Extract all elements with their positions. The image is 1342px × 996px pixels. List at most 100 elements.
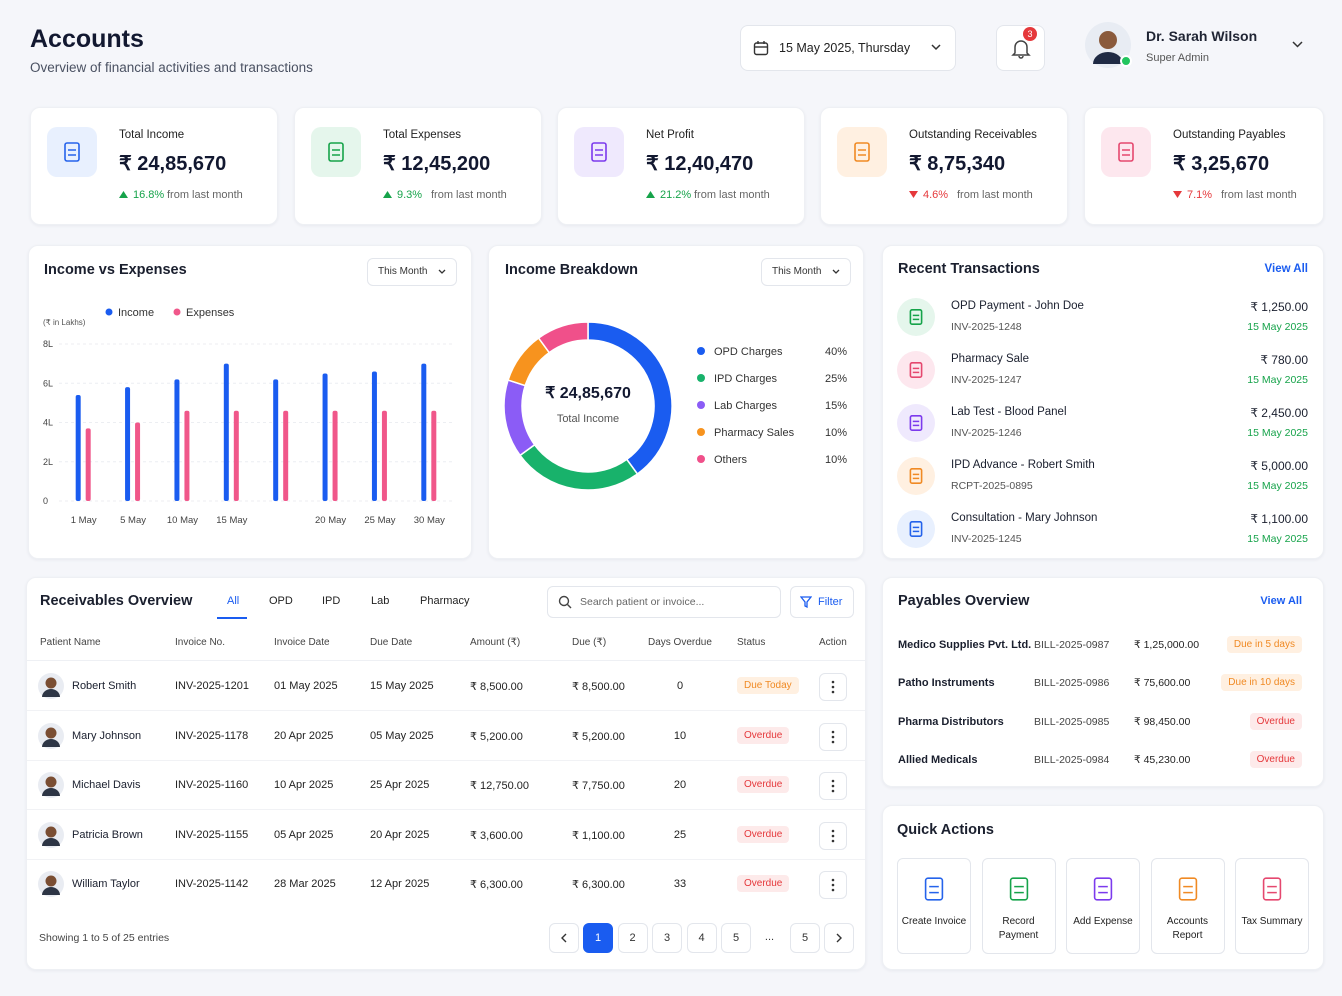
tab[interactable]: IPD xyxy=(322,595,341,607)
page-button[interactable]: 2 xyxy=(617,923,648,953)
dot xyxy=(831,680,835,684)
page-button[interactable]: 5 xyxy=(721,923,751,953)
page-button[interactable]: 4 xyxy=(686,923,717,953)
action-button[interactable] xyxy=(819,821,847,850)
column-header: Invoice No. xyxy=(175,637,226,648)
tab[interactable]: All xyxy=(227,595,240,607)
legend-label: Lab Charges xyxy=(714,400,777,412)
view-all-link[interactable]: View All xyxy=(1260,595,1302,607)
bill-amount: ₹ 75,600.00 xyxy=(1134,677,1191,690)
value-label: 10% xyxy=(825,454,847,466)
notification-button[interactable]: 3 xyxy=(996,25,1045,71)
bar xyxy=(381,410,387,501)
transaction-title: Lab Test - Blood Panel xyxy=(951,406,1067,418)
x-tick-label: 25 May xyxy=(364,515,395,526)
page-subtitle: Overview of financial activities and tra… xyxy=(30,60,313,75)
search-box[interactable]: Search patient or invoice... xyxy=(547,586,781,618)
kpi-card: Outstanding Receivables ₹ 8,75,340 4.6% fro… xyxy=(820,107,1068,225)
filter-text: This Month xyxy=(772,266,822,277)
avatar-body xyxy=(42,887,60,895)
patient-name: Michael Davis xyxy=(72,779,141,791)
x-tick-label: 5 May xyxy=(120,515,146,526)
page-button[interactable]: ... xyxy=(764,931,775,943)
avatar-body xyxy=(42,837,60,846)
next-icon xyxy=(836,933,842,943)
transaction-icon xyxy=(897,351,935,389)
action-button[interactable] xyxy=(819,871,847,899)
date-picker[interactable]: 15 May 2025, Thursday xyxy=(740,25,956,71)
chart-title: Income vs Expenses xyxy=(44,262,187,278)
transaction-date: 15 May 2025 xyxy=(1247,427,1308,439)
user-menu-chevron[interactable] xyxy=(1292,41,1303,49)
page-button[interactable]: 5 xyxy=(790,923,820,953)
dots-icon xyxy=(831,680,835,694)
legend-swatch xyxy=(697,428,705,436)
value-label: 10% xyxy=(825,427,847,439)
icon-doc xyxy=(1262,877,1282,901)
kpi-value: ₹ 24,85,670 xyxy=(119,153,227,175)
status-badge: Overdue xyxy=(737,825,790,843)
action-button[interactable] xyxy=(819,673,847,701)
view-all-link[interactable]: View All xyxy=(1264,263,1308,275)
days-overdue: 25 xyxy=(673,828,687,841)
vendor-name: Pharma Distributors xyxy=(898,715,1004,728)
kpi-value: ₹ 3,25,670 xyxy=(1173,153,1270,175)
cell: INV-2025-1201 xyxy=(175,680,249,692)
transaction-date: 15 May 2025 xyxy=(1247,480,1308,492)
icon-doc xyxy=(64,142,80,162)
page-button[interactable]: 3 xyxy=(652,923,682,953)
action-button[interactable] xyxy=(819,772,847,800)
kpi-icon xyxy=(1101,127,1151,177)
dot xyxy=(831,740,835,743)
dot xyxy=(831,730,835,733)
kpi-icon xyxy=(837,127,887,177)
next-page[interactable] xyxy=(824,923,854,953)
tab[interactable]: Lab xyxy=(371,595,390,607)
tab[interactable]: Pharmacy xyxy=(420,595,470,607)
user-avatar[interactable] xyxy=(1085,22,1133,70)
action-button[interactable] xyxy=(819,722,847,751)
days-overdue: 10 xyxy=(673,729,687,742)
kpi-icon-glyph xyxy=(854,142,870,162)
icon-doc xyxy=(591,142,607,162)
chart-filter[interactable]: This Month xyxy=(367,258,457,286)
filter-button[interactable]: Filter xyxy=(790,586,854,618)
status-badge: Due Today xyxy=(737,677,799,694)
quick-action-button[interactable]: Create Invoice xyxy=(897,858,971,954)
quick-action-button[interactable]: Record Payment xyxy=(981,858,1056,954)
cell: 20 Apr 2025 xyxy=(274,729,334,742)
chart-filter[interactable]: This Month xyxy=(761,258,851,286)
quick-action-button[interactable]: Add Expense xyxy=(1066,858,1140,954)
avatar-body xyxy=(42,788,60,796)
transaction-date: 15 May 2025 xyxy=(1247,374,1308,386)
trend-arrow xyxy=(383,191,392,198)
prev-page[interactable] xyxy=(549,923,579,953)
cell: ₹ 6,300.00 xyxy=(572,879,625,891)
quick-action-button[interactable]: Tax Summary xyxy=(1235,858,1309,954)
kpi-card: Outstanding Payables ₹ 3,25,670 7.1% from l… xyxy=(1084,107,1324,225)
column-header: Due Date xyxy=(370,637,413,648)
kpi-icon xyxy=(47,127,97,177)
cell: ₹ 8,500.00 xyxy=(470,681,523,693)
status-badge: Overdue xyxy=(1249,750,1302,768)
column-header: Patient Name xyxy=(40,637,101,648)
transaction-icon xyxy=(897,298,935,336)
column-header: Due (₹) xyxy=(572,637,607,648)
avatar-head xyxy=(45,875,57,887)
x-tick-label: 20 May xyxy=(315,515,346,526)
y-axis-label: (₹ in Lakhs) xyxy=(43,318,86,327)
dot xyxy=(831,878,835,882)
row-divider xyxy=(27,759,865,761)
kpi-value: ₹ 12,45,200 xyxy=(383,153,491,175)
tab[interactable]: OPD xyxy=(269,595,293,607)
cell: 28 Mar 2025 xyxy=(274,878,336,890)
quick-action-icon xyxy=(1009,877,1028,901)
page-button[interactable]: 1 xyxy=(583,923,613,953)
status-badge: Due in 10 days xyxy=(1221,674,1302,692)
quick-action-button[interactable]: Accounts Report xyxy=(1150,858,1225,954)
bill-number: BILL-2025-0984 xyxy=(1034,753,1110,766)
donut-chart: OPD Charges 40% IPD Charges 25% Lab Charges 1… xyxy=(503,321,847,491)
bill-amount: ₹ 98,450.00 xyxy=(1134,715,1191,728)
cell: ₹ 12,750.00 xyxy=(470,780,529,792)
